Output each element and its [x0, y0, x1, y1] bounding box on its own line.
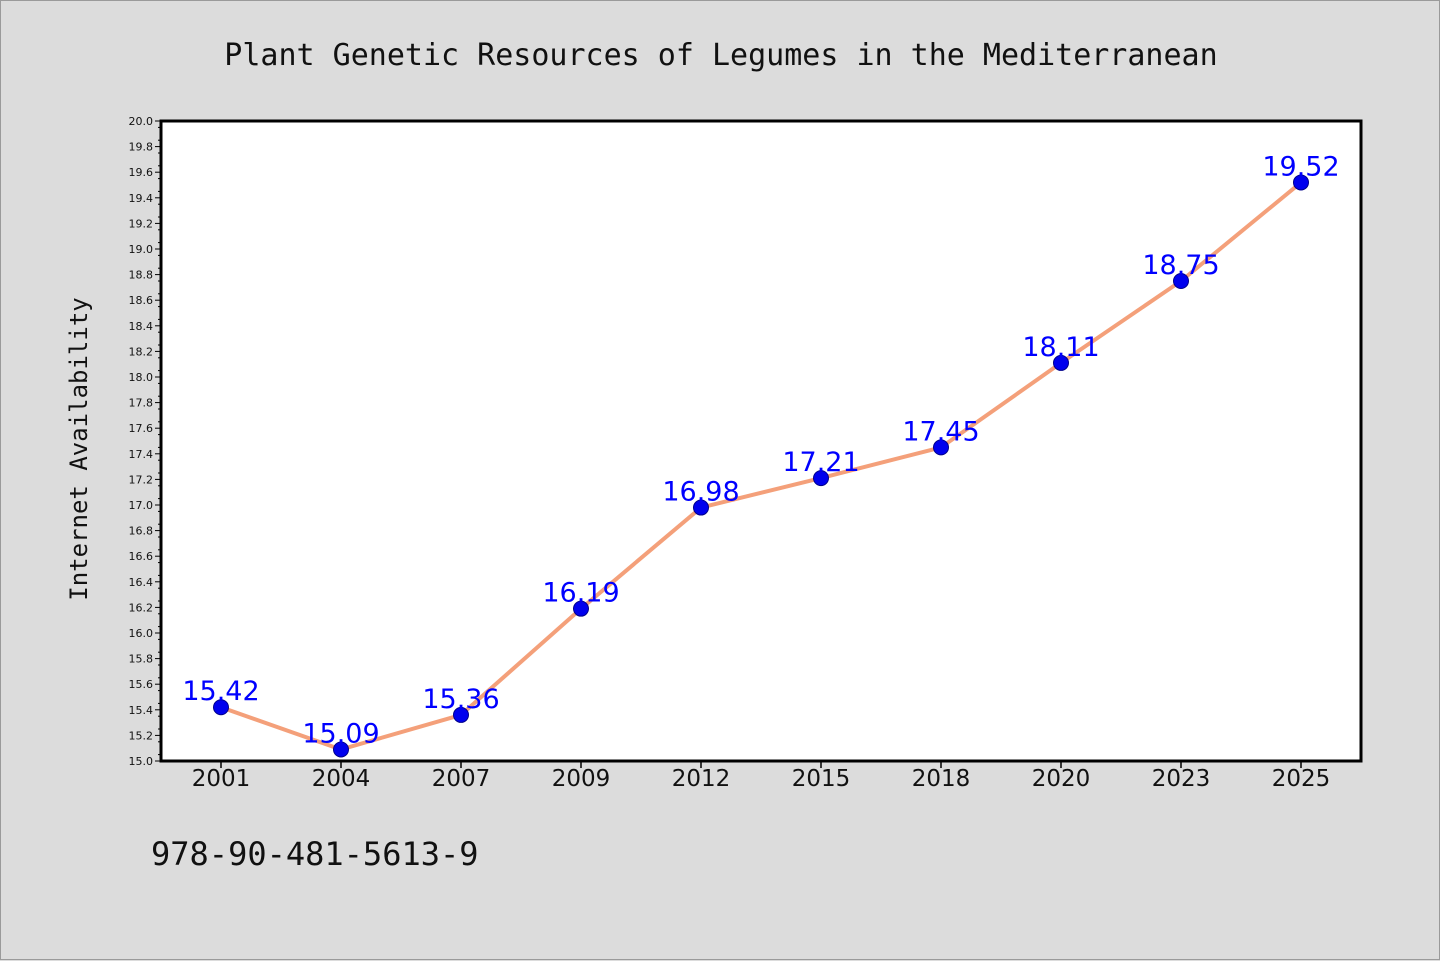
x-tick-label: 2004: [312, 766, 371, 792]
data-point: [213, 699, 229, 716]
data-label: 15.42: [182, 676, 259, 707]
y-tick-label: 19.6: [129, 166, 154, 179]
chart-title: Plant Genetic Resources of Legumes in th…: [224, 38, 1217, 73]
x-tick-label: 2018: [912, 766, 971, 792]
y-tick-label: 16.6: [129, 550, 154, 563]
y-tick-label: 19.4: [129, 192, 154, 205]
data-label: 17.21: [782, 447, 859, 478]
y-tick-label: 16.4: [129, 576, 154, 589]
y-tick-label: 18.2: [129, 345, 154, 358]
plot-area: [161, 121, 1361, 761]
y-tick-label: 16.2: [129, 601, 154, 614]
y-tick-label: 17.4: [129, 448, 154, 461]
y-tick-label: 19.8: [129, 141, 154, 154]
y-tick-label: 19.2: [129, 217, 154, 230]
y-tick-label: 15.0: [129, 755, 154, 768]
y-tick-label: 15.6: [129, 678, 154, 691]
x-tick-label: 2023: [1152, 766, 1211, 792]
plot-frame: [159, 119, 1363, 763]
y-tick-label: 15.4: [129, 704, 154, 717]
x-tick-label: 2001: [192, 766, 251, 792]
y-tick-label: 15.8: [129, 653, 154, 666]
y-tick-label: 20.0: [129, 115, 154, 128]
data-point: [1293, 174, 1309, 191]
y-tick-label: 17.8: [129, 397, 154, 410]
data-point: [453, 706, 469, 723]
y-tick-label: 18.0: [129, 371, 154, 384]
y-tick-label: 19.0: [129, 243, 154, 256]
data-point: [1053, 354, 1069, 371]
y-tick-label: 18.6: [129, 294, 154, 307]
y-tick-label: 17.6: [129, 422, 154, 435]
y-tick-label: 17.2: [129, 473, 154, 486]
y-tick-label: 18.4: [129, 320, 154, 333]
y-tick-label: 15.2: [129, 729, 154, 742]
data-label: 18.75: [1142, 250, 1219, 281]
data-label: 15.09: [302, 718, 379, 749]
isbn-text: 978-90-481-5613-9: [151, 835, 479, 873]
x-tick-label: 2015: [792, 766, 851, 792]
x-tick-label: 2007: [432, 766, 491, 792]
x-tick-label: 2020: [1032, 766, 1091, 792]
data-label: 19.52: [1262, 151, 1339, 182]
series-group: 15.42 15.09 15.36 16.19 16.98 17.21 17.45 18.11…: [182, 151, 1340, 758]
data-point: [813, 470, 829, 487]
data-label: 17.45: [902, 416, 979, 447]
y-axis: 15.0 15.2 15.4 15.6 15.8 16.0 16.2 16.4 16.6 16.8…: [129, 115, 161, 768]
data-label: 16.19: [542, 578, 619, 609]
data-point: [693, 499, 709, 516]
data-point: [573, 600, 589, 617]
series-line: [219, 180, 1303, 752]
x-tick-label: 2009: [552, 766, 611, 792]
y-tick-label: 16.0: [129, 627, 154, 640]
data-point: [333, 741, 349, 758]
data-label: 15.36: [422, 684, 499, 715]
y-tick-label: 17.0: [129, 499, 154, 512]
data-point: [933, 439, 949, 456]
data-label: 18.11: [1022, 332, 1099, 363]
x-axis: 2001 2004 2007 2009 2012 2015 2018 2020 2023 2025: [192, 761, 1331, 792]
y-axis-label: Internet Availability: [65, 297, 93, 600]
y-tick-label: 18.8: [129, 269, 154, 282]
x-tick-label: 2025: [1272, 766, 1331, 792]
data-point: [1173, 273, 1189, 289]
data-label: 16.98: [662, 477, 739, 508]
x-tick-label: 2012: [672, 766, 731, 792]
y-tick-label: 16.8: [129, 525, 154, 538]
